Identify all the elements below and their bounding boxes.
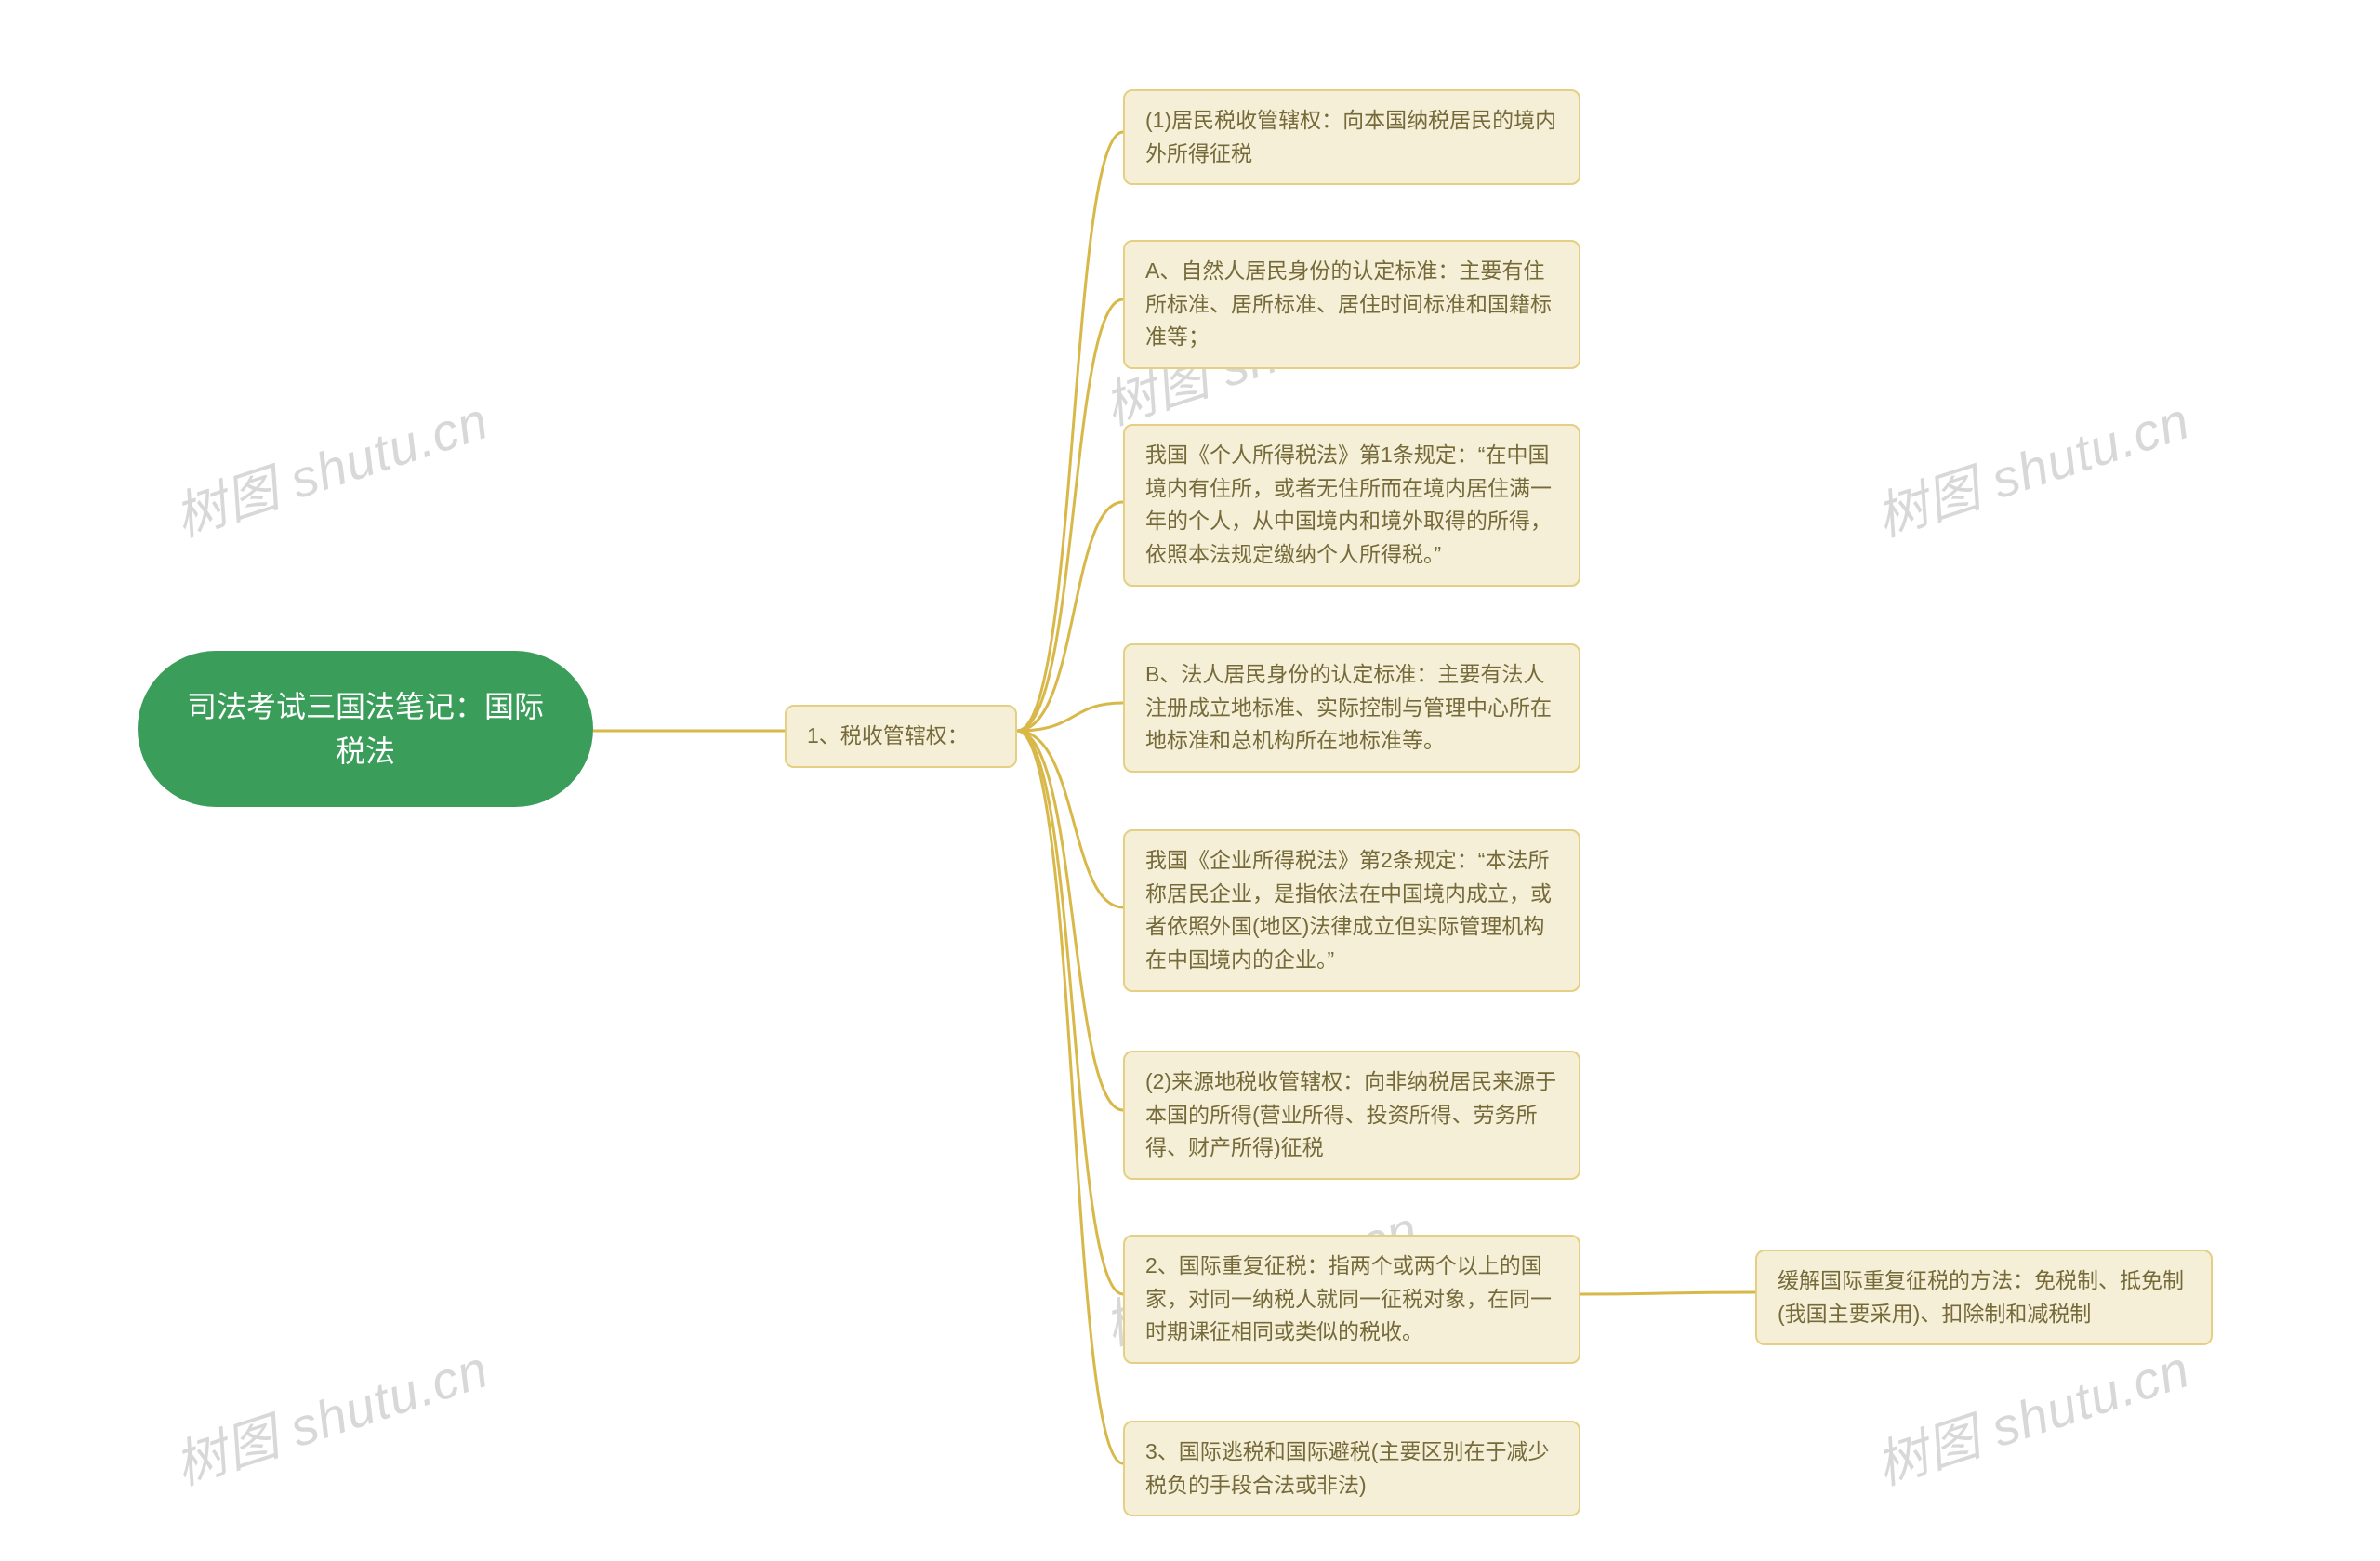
leaf-label: (2)来源地税收管辖权：向非纳税居民来源于本国的所得(营业所得、投资所得、劳务所… bbox=[1145, 1069, 1556, 1159]
branch-node[interactable]: 1、税收管辖权： bbox=[785, 705, 1017, 768]
root-node[interactable]: 司法考试三国法笔记：国际税法 bbox=[138, 651, 593, 807]
leaf-node[interactable]: 2、国际重复征税：指两个或两个以上的国家，对同一纳税人就同一征税对象，在同一时期… bbox=[1123, 1235, 1580, 1364]
leaf-label: 3、国际逃税和国际避税(主要区别在于减少税负的手段合法或非法) bbox=[1145, 1439, 1549, 1497]
mindmap-canvas: 树图 shutu.cn 树图 shutu.cn 树图 shutu.cn 树图 s… bbox=[0, 0, 2380, 1561]
leaf-label: 我国《企业所得税法》第2条规定：“本法所称居民企业，是指依法在中国境内成立，或者… bbox=[1145, 848, 1552, 972]
leaf-label: B、法人居民身份的认定标准：主要有法人注册成立地标准、实际控制与管理中心所在地标… bbox=[1145, 662, 1552, 752]
leaf-node[interactable]: (1)居民税收管辖权：向本国纳税居民的境内外所得征税 bbox=[1123, 89, 1580, 185]
watermark: 树图 shutu.cn bbox=[164, 379, 496, 551]
leaf-label: 我国《个人所得税法》第1条规定：“在中国境内有住所，或者无住所而在境内居住满一年… bbox=[1145, 443, 1552, 566]
watermark: 树图 shutu.cn bbox=[164, 1328, 496, 1500]
leaf-label: A、自然人居民身份的认定标准：主要有住所标准、居所标准、居住时间标准和国籍标准等… bbox=[1145, 258, 1552, 349]
leaf-node[interactable]: B、法人居民身份的认定标准：主要有法人注册成立地标准、实际控制与管理中心所在地标… bbox=[1123, 643, 1580, 773]
leaf-node[interactable]: 我国《企业所得税法》第2条规定：“本法所称居民企业，是指依法在中国境内成立，或者… bbox=[1123, 829, 1580, 992]
watermark: 树图 shutu.cn bbox=[1865, 379, 2198, 551]
leaf-label: 2、国际重复征税：指两个或两个以上的国家，对同一纳税人就同一征税对象，在同一时期… bbox=[1145, 1253, 1552, 1343]
leaf-label: (1)居民税收管辖权：向本国纳税居民的境内外所得征税 bbox=[1145, 108, 1556, 165]
leaf-node[interactable]: 我国《个人所得税法》第1条规定：“在中国境内有住所，或者无住所而在境内居住满一年… bbox=[1123, 424, 1580, 587]
watermark: 树图 shutu.cn bbox=[1865, 1328, 2198, 1500]
leaf-node[interactable]: A、自然人居民身份的认定标准：主要有住所标准、居所标准、居住时间标准和国籍标准等… bbox=[1123, 240, 1580, 369]
leaf-node[interactable]: 3、国际逃税和国际避税(主要区别在于减少税负的手段合法或非法) bbox=[1123, 1421, 1580, 1516]
leaf-label: 缓解国际重复征税的方法：免税制、抵免制(我国主要采用)、扣除制和减税制 bbox=[1778, 1268, 2184, 1326]
leaf-node[interactable]: 缓解国际重复征税的方法：免税制、抵免制(我国主要采用)、扣除制和减税制 bbox=[1755, 1250, 2213, 1345]
branch-node-label: 1、税收管辖权： bbox=[807, 723, 969, 747]
root-node-label: 司法考试三国法笔记：国际税法 bbox=[187, 690, 544, 768]
leaf-node[interactable]: (2)来源地税收管辖权：向非纳税居民来源于本国的所得(营业所得、投资所得、劳务所… bbox=[1123, 1051, 1580, 1180]
